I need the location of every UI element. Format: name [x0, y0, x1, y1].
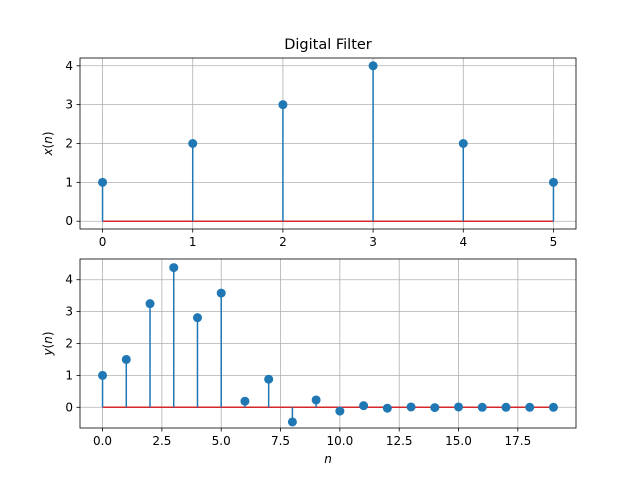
- x-tick-label: 12.5: [386, 434, 413, 448]
- x-tick-label: 0.0: [93, 434, 112, 448]
- y-tick-label: 3: [65, 305, 73, 319]
- stem-marker: [264, 374, 274, 384]
- y-axis-label: x(n): [41, 131, 55, 156]
- stem-marker: [548, 177, 558, 187]
- stem-marker: [382, 403, 392, 413]
- stem-marker: [98, 370, 108, 380]
- x-tick-label: 5.0: [212, 434, 231, 448]
- y-tick-label: 0: [65, 214, 73, 228]
- stem-marker: [98, 177, 108, 187]
- stem-marker: [477, 402, 487, 412]
- y-tick-label: 2: [65, 137, 73, 151]
- y-tick-label: 1: [65, 175, 73, 189]
- bottom-plot-output-signal: 0.0 2.5 5.0 7.5 10.0 12.5 15.0 17.5 0 1 2 3 4 y(n) n: [41, 258, 577, 466]
- y-tick-label: 1: [65, 368, 73, 382]
- stem-marker: [278, 100, 288, 110]
- stem-marker: [145, 299, 155, 309]
- x-tick-label: 7.5: [271, 434, 290, 448]
- stem-marker: [406, 402, 416, 412]
- stem-marker: [335, 406, 345, 416]
- stem-marker: [169, 263, 179, 273]
- y-tick-label: 0: [65, 400, 73, 414]
- stem-marker: [192, 313, 202, 323]
- stem-marker: [501, 402, 511, 412]
- stem-marker: [188, 139, 198, 148]
- y-tick-label: 3: [65, 98, 73, 112]
- stem-marker: [359, 401, 369, 411]
- stem-marker: [430, 403, 440, 413]
- stem-marker: [548, 402, 558, 412]
- x-tick-label: 4: [459, 235, 467, 249]
- stem-marker: [454, 402, 464, 412]
- x-tick-label: 3: [369, 235, 377, 249]
- stem-marker: [121, 354, 131, 364]
- x-tick-label: 1: [189, 235, 197, 249]
- x-tick-label: 2.5: [152, 434, 171, 448]
- stem-marker: [240, 396, 250, 406]
- stem-marker: [287, 417, 297, 427]
- x-tick-label: 5: [550, 235, 558, 249]
- x-tick-label: 10.0: [327, 434, 354, 448]
- x-axis-label: n: [324, 452, 332, 466]
- x-tick-label: 2: [279, 235, 287, 249]
- chart-title: Digital Filter: [284, 37, 372, 53]
- stem-marker: [525, 402, 535, 412]
- stem-marker: [311, 395, 321, 405]
- stem-marker: [368, 61, 378, 71]
- x-tick-label: 17.5: [504, 434, 531, 448]
- x-tick-label: 15.0: [445, 434, 472, 448]
- stem-marker: [458, 139, 468, 148]
- x-tick-label: 0: [99, 235, 107, 249]
- stem-marker: [216, 288, 226, 298]
- y-axis-label: y(n): [41, 331, 55, 356]
- y-tick-label: 2: [65, 337, 73, 351]
- y-tick-label: 4: [65, 59, 73, 73]
- top-plot-input-signal: 0 1 2 3 4 5 0 1 2 3 4 x(n): [41, 57, 577, 249]
- y-tick-label: 4: [65, 273, 73, 287]
